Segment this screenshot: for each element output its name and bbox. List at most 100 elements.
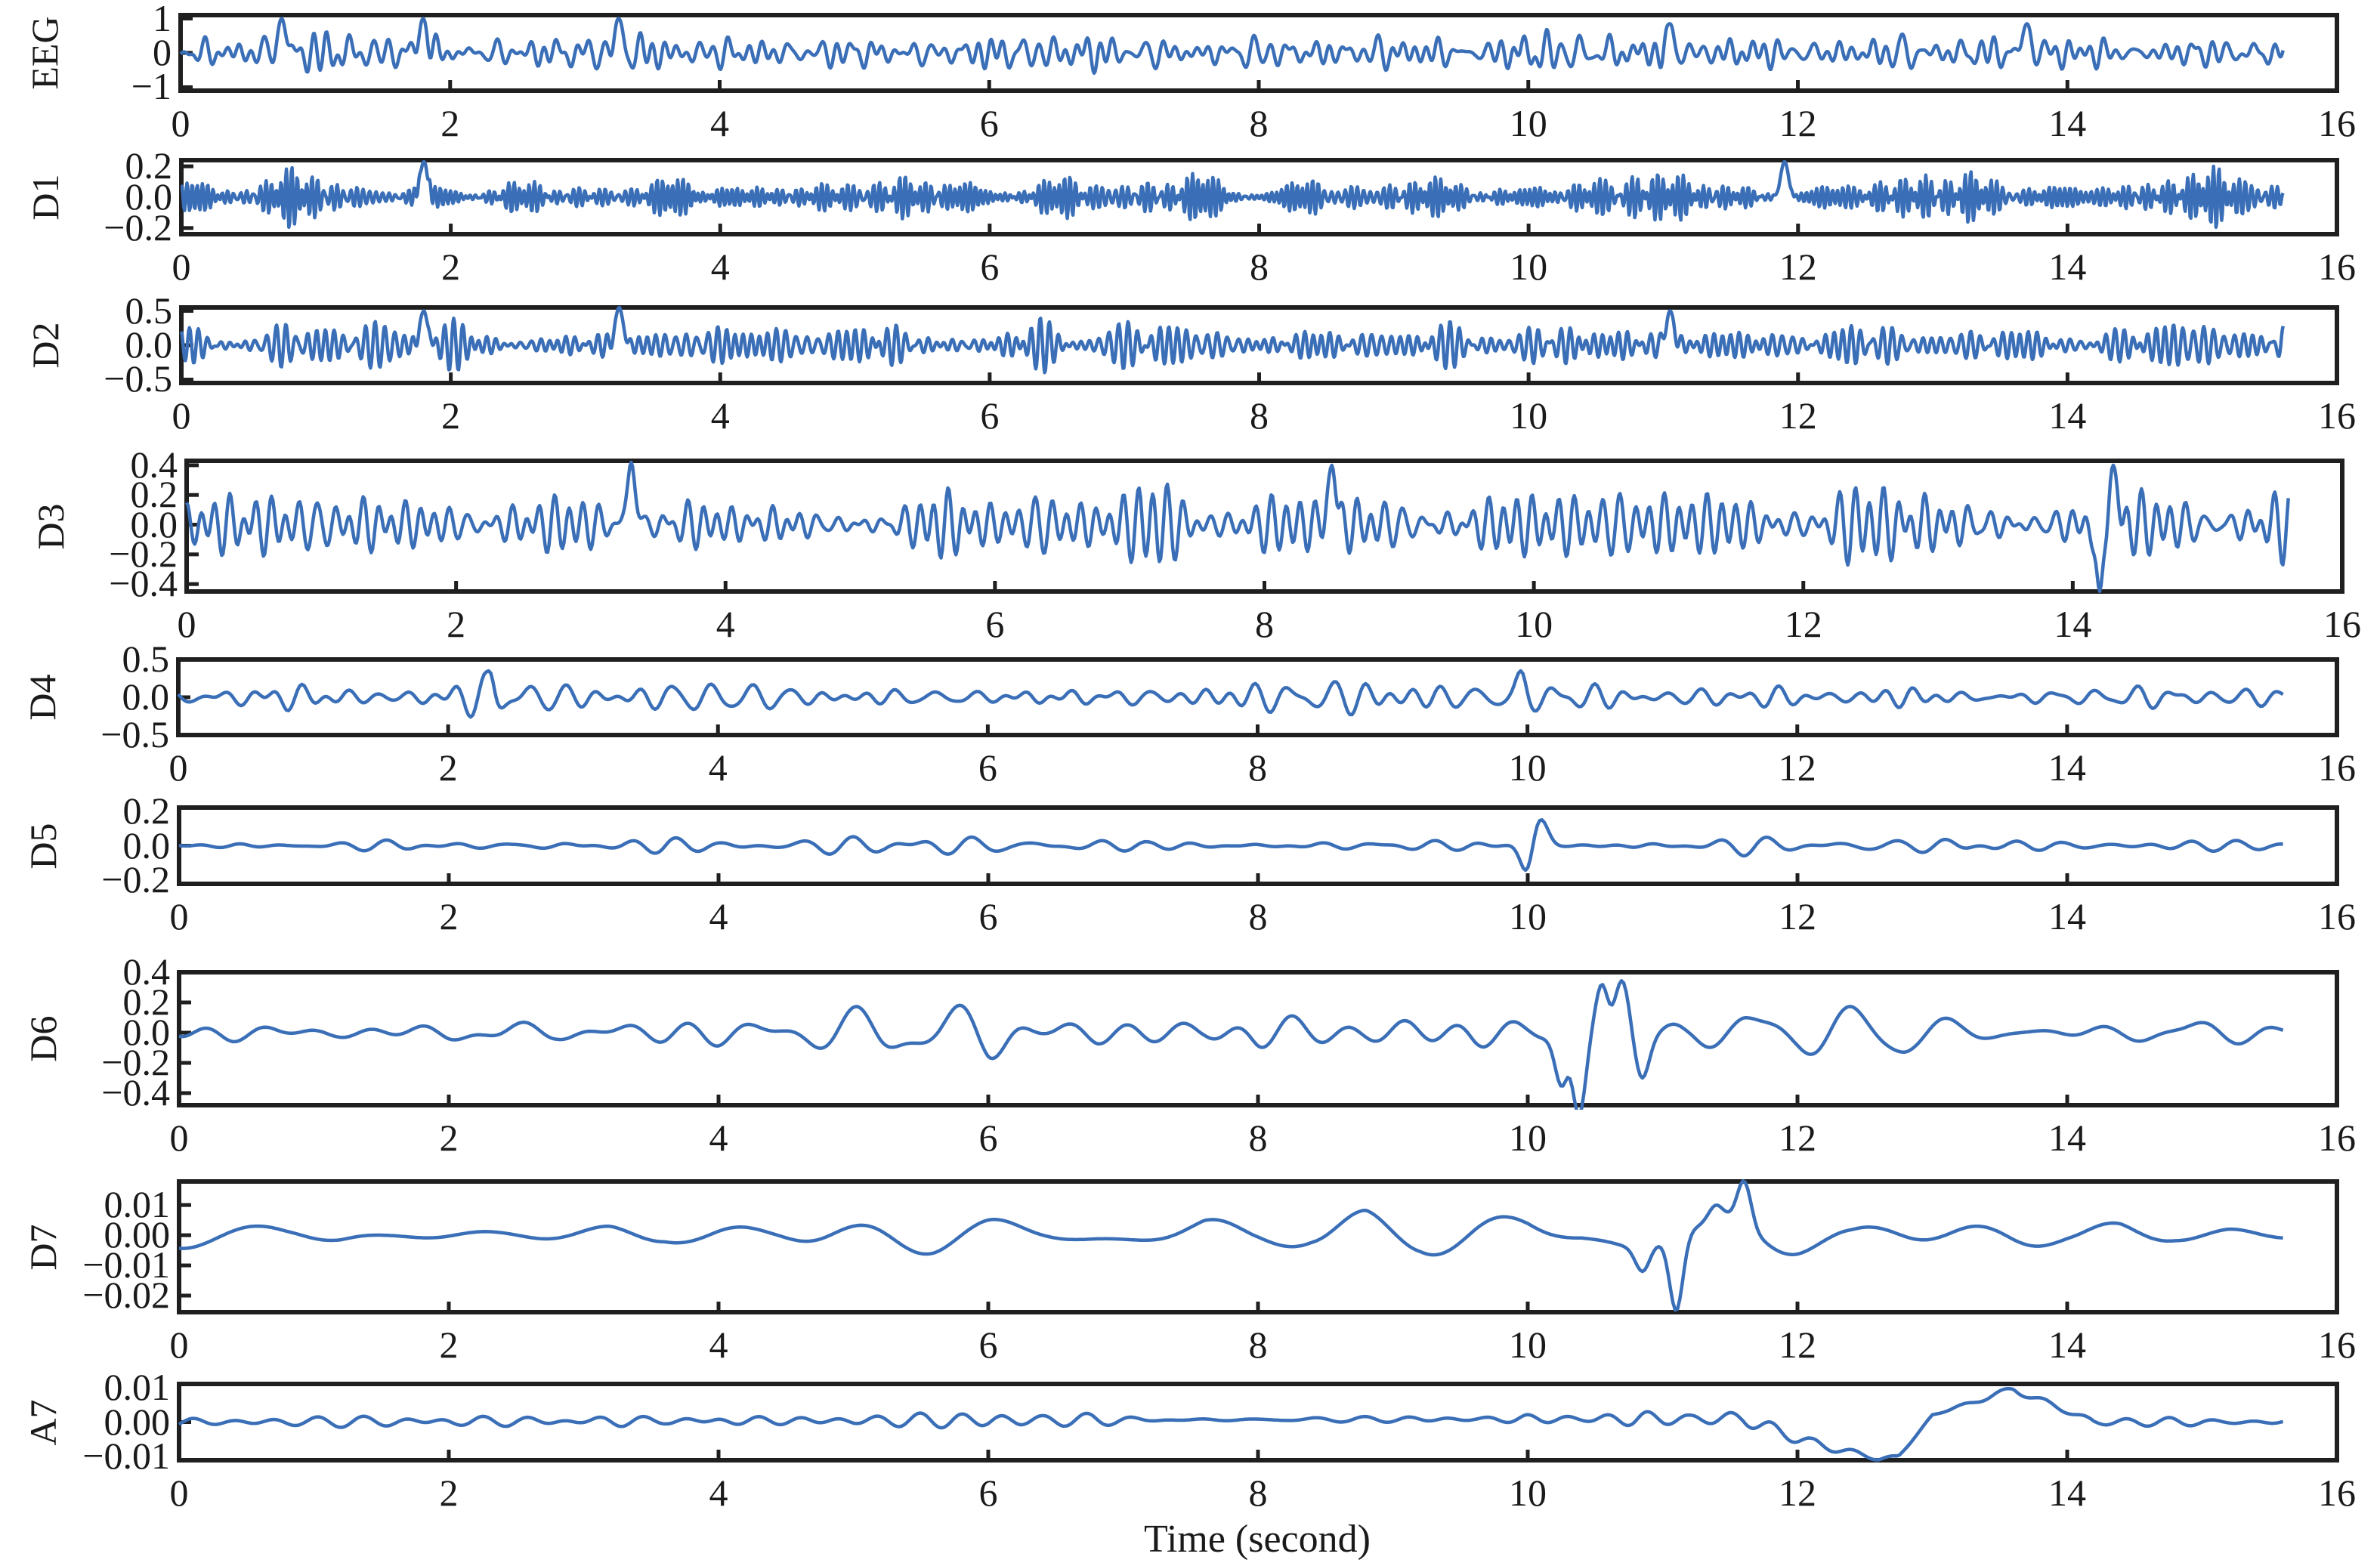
- x-tick-label: 8: [1250, 394, 1269, 437]
- x-tick-label: 4: [709, 1324, 728, 1366]
- x-tick-label: 2: [438, 746, 458, 789]
- y-tick-label: 0.00: [104, 1400, 171, 1443]
- y-tick-label: 0.0: [125, 175, 173, 218]
- x-tick-label: 0: [172, 394, 191, 437]
- x-tick-label: 2: [439, 895, 459, 937]
- x-tick-label: 14: [2048, 102, 2087, 144]
- y-tick-label: 0.01: [104, 1183, 171, 1226]
- x-tick-label: 10: [1509, 102, 1547, 144]
- x-tick-label: 8: [1248, 746, 1267, 789]
- y-tick-label: 0.5: [125, 289, 173, 332]
- x-tick-label: 0: [177, 603, 196, 645]
- x-tick-label: 12: [1779, 1472, 1816, 1514]
- x-tick-label: 0: [169, 895, 189, 937]
- x-axis-label: Time (second): [1144, 1518, 1371, 1561]
- y-tick-label: −1: [131, 65, 172, 108]
- y-tick-label: 0.0: [122, 1011, 171, 1053]
- plot-area: [184, 460, 2344, 593]
- x-tick-label: 10: [1509, 895, 1547, 937]
- signal-line-d7: [178, 1179, 2283, 1312]
- y-tick-label: 0.0: [130, 502, 178, 545]
- x-tick-label: 0: [172, 246, 191, 288]
- x-tick-label: 14: [2048, 1117, 2086, 1159]
- y-tick-label: −0.2: [101, 858, 170, 901]
- x-tick-label: 4: [716, 603, 735, 645]
- y-tick-label: 1: [153, 0, 172, 39]
- x-tick-label: 6: [979, 102, 999, 144]
- x-tick-label: 4: [709, 1117, 728, 1159]
- x-tick-label: 6: [978, 1117, 998, 1159]
- signal-line-d6: [178, 979, 2284, 1110]
- x-tick-label: 16: [2323, 603, 2361, 645]
- x-tick-label: 16: [2318, 895, 2356, 937]
- x-tick-label: 16: [2318, 1324, 2356, 1366]
- y-tick-label: 0.2: [130, 473, 178, 516]
- y-tick-label: −0.2: [101, 1041, 170, 1083]
- x-tick-label: 12: [1779, 102, 1817, 144]
- signal-line-d1: [180, 159, 2285, 230]
- x-tick-label: 14: [2048, 394, 2087, 437]
- x-tick-label: 16: [2318, 746, 2356, 789]
- x-tick-label: 6: [978, 746, 997, 789]
- x-tick-label: 16: [2318, 1472, 2356, 1514]
- y-tick-label: 0: [153, 31, 172, 73]
- x-tick-label: 16: [2318, 394, 2356, 437]
- x-tick-label: 2: [439, 1472, 459, 1514]
- x-tick-label: 2: [447, 603, 466, 645]
- plot-area: [177, 1179, 2339, 1312]
- x-tick-label: 16: [2318, 102, 2356, 144]
- x-tick-label: 6: [978, 1472, 998, 1514]
- y-tick-label: 0.0: [122, 823, 171, 866]
- x-tick-label: 10: [1510, 394, 1548, 437]
- y-tick-label: −0.4: [109, 562, 178, 605]
- x-tick-label: 12: [1784, 603, 1822, 645]
- x-tick-label: 4: [710, 246, 730, 288]
- x-tick-label: 0: [169, 1117, 189, 1159]
- y-tick-label: −0.5: [104, 357, 172, 400]
- x-tick-label: 6: [980, 394, 1000, 437]
- y-tick-label: −0.01: [82, 1435, 170, 1478]
- x-tick-label: 14: [2048, 1324, 2086, 1366]
- y-tick-label: 0.01: [104, 1365, 171, 1408]
- plot-area: [177, 1386, 2339, 1462]
- signal-line-d3: [185, 460, 2290, 593]
- x-tick-label: 12: [1779, 394, 1817, 437]
- plot-area: [176, 669, 2339, 735]
- x-tick-label: 4: [709, 1472, 728, 1514]
- y-tick-label: −0.01: [82, 1243, 170, 1286]
- x-tick-label: 12: [1779, 895, 1816, 937]
- x-tick-label: 10: [1509, 1117, 1547, 1159]
- x-tick-label: 14: [2048, 1472, 2086, 1514]
- x-tick-label: 8: [1255, 603, 1274, 645]
- x-tick-label: 16: [2318, 1117, 2356, 1159]
- x-tick-label: 4: [710, 102, 729, 144]
- signal-line-a7: [178, 1386, 2284, 1462]
- y-tick-label: −0.4: [101, 1071, 170, 1113]
- x-tick-label: 0: [168, 746, 188, 789]
- x-tick-label: 6: [978, 1324, 998, 1366]
- y-tick-label: −0.2: [109, 532, 178, 575]
- x-tick-label: 8: [1248, 895, 1268, 937]
- y-tick-label: 0.4: [122, 950, 171, 993]
- x-tick-label: 12: [1779, 246, 1817, 288]
- signal-line-d2: [180, 305, 2285, 375]
- y-tick-label: 0.00: [104, 1213, 171, 1256]
- x-tick-label: 8: [1248, 1117, 1268, 1159]
- plot-area: [179, 159, 2339, 234]
- axes-frame: [177, 1382, 2339, 1463]
- x-tick-label: 14: [2054, 603, 2092, 645]
- y-tick-label: 0.2: [122, 789, 171, 832]
- x-tick-label: 0: [169, 1324, 189, 1366]
- x-tick-label: 2: [441, 394, 461, 437]
- x-tick-label: 2: [441, 246, 461, 288]
- x-tick-label: 6: [978, 895, 998, 937]
- y-tick-label: −0.2: [104, 205, 172, 249]
- y-tick-label: −0.5: [100, 713, 169, 755]
- x-tick-label: 2: [440, 102, 460, 144]
- x-tick-label: 10: [1508, 746, 1547, 789]
- plot-area: [179, 305, 2339, 383]
- y-tick-label: −0.02: [82, 1274, 170, 1317]
- x-tick-label: 8: [1248, 1324, 1268, 1366]
- plot-area: [177, 818, 2339, 884]
